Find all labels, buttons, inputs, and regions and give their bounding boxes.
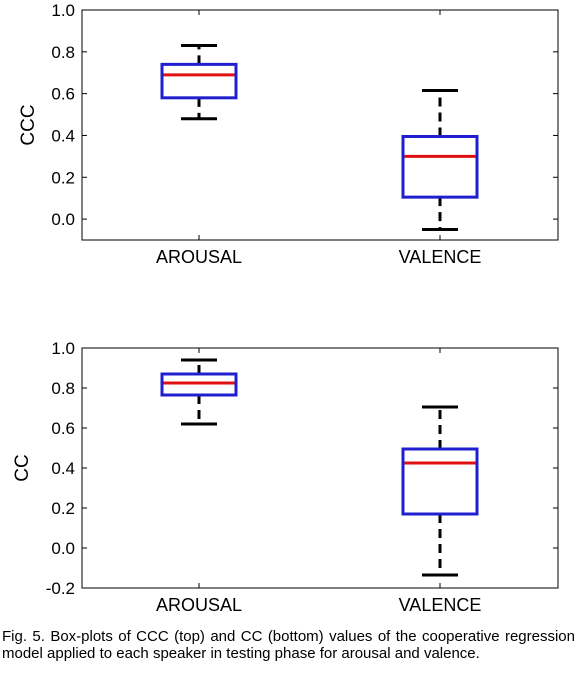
y-tick-label: 1.0 [51,339,75,358]
y-tick-label: 0.0 [51,539,75,558]
interquartile-box [401,447,479,516]
figure-caption: Fig. 5. Box-plots of CCC (top) and CC (b… [2,628,575,662]
y-tick-label: 0.8 [51,43,75,62]
y-axis-title: CCC [18,104,39,145]
ccc-boxplot: CCC 1.0 0.8 0.6 0.4 0.2 0.0 AROUSAL VALENCE [18,1,559,267]
y-axis-title: CC [12,454,33,481]
y-tick-label: 0.0 [51,210,75,229]
box-valence [401,89,479,232]
box-arousal [160,358,238,426]
y-tick-label: 0.6 [51,85,75,104]
y-tick-label: 0.2 [51,168,75,187]
y-tick-label: -0.2 [46,579,75,598]
interquartile-box [160,62,238,100]
x-category-label: VALENCE [399,247,482,267]
interquartile-box [401,135,479,199]
plot-frame [81,9,559,241]
y-tick-label: 0.8 [51,379,75,398]
x-category-label: AROUSAL [156,595,242,615]
y-tick-label: 0.4 [51,459,75,478]
cc-boxplot: CC 1.0 0.8 0.6 0.4 0.2 0.0 -0.2 AROUSAL VALENCE [12,339,559,615]
y-tick-label: 0.2 [51,499,75,518]
box-valence [401,405,479,577]
figure: CCC 1.0 0.8 0.6 0.4 0.2 0.0 AROUSAL VALENCE CC … [12,1,559,615]
y-tick-label: 1.0 [51,1,75,20]
x-category-label: AROUSAL [156,247,242,267]
plot-frame [81,347,559,589]
x-category-label: VALENCE [399,595,482,615]
box-arousal [160,44,238,121]
y-tick-label: 0.4 [51,126,75,145]
y-tick-label: 0.6 [51,419,75,438]
